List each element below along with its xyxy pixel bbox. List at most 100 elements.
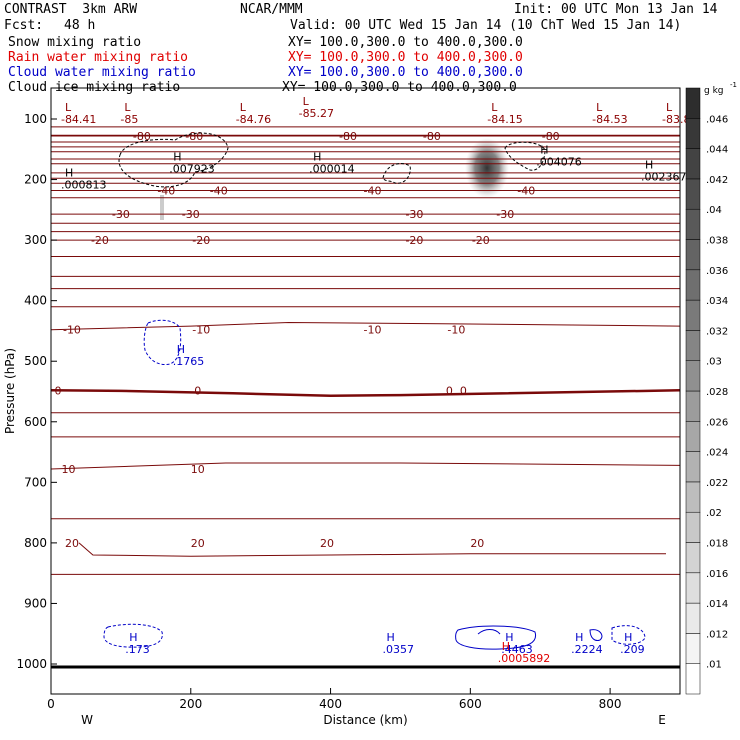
- plot-title: CONTRAST 3km ARW: [4, 2, 138, 17]
- colorbar-label: .034: [706, 296, 728, 307]
- colorbar-label: .014: [706, 599, 728, 610]
- isotherm-label: -10: [364, 324, 382, 337]
- x-tick-label: 400: [319, 697, 342, 711]
- extremum-marker: H: [173, 151, 181, 164]
- valid-time: Valid: 00 UTC Wed 15 Jan 14 (10 ChT Wed …: [290, 18, 682, 33]
- isotherm-label: -80: [133, 130, 151, 143]
- colorbar-label: .01: [706, 660, 722, 671]
- y-tick-label: 700: [24, 475, 47, 489]
- snow-contour-2: [382, 163, 411, 184]
- extremum-value: .0005892: [498, 652, 551, 665]
- extremum-value: -85.27: [299, 107, 334, 120]
- extremum-marker: L: [240, 101, 247, 114]
- snow-contour-3: [504, 141, 546, 171]
- colorbar-segment: [685, 572, 701, 604]
- temperature-contours: -80 -80 -80 -80 -80-40 -40 -40 -40-30 -30 -30 -30-…: [51, 126, 680, 669]
- isotherm-label: -10: [192, 324, 210, 337]
- isotherm-label: -40: [517, 184, 535, 197]
- forecast-label: Fcst:: [4, 18, 44, 33]
- center-name: NCAR/MMM: [240, 2, 303, 17]
- extremum-value: .173: [125, 643, 150, 656]
- isotherm-label: 20: [320, 537, 334, 550]
- extremum-marker: H: [502, 640, 510, 653]
- isotherm-label: 0: [194, 384, 201, 397]
- extremum-marker: H: [313, 151, 321, 164]
- x-end-right: E: [658, 713, 666, 727]
- legend-cloud-water-xy: XY= 100.0,300.0 to 400.0,300.0: [288, 65, 523, 80]
- isotherm-label: 10: [191, 463, 205, 476]
- colorbar-segment: [685, 360, 701, 392]
- isotherm--10: [51, 321, 680, 331]
- plot-border: [50, 87, 681, 695]
- extremum-marker: H: [624, 631, 632, 644]
- legend-rain: Rain water mixing ratio: [8, 50, 189, 65]
- y-tick-label: 500: [24, 354, 47, 368]
- colorbar-segment: [685, 148, 701, 180]
- isotherm-label: -30: [405, 208, 423, 221]
- isotherm-label: -40: [210, 184, 228, 197]
- colorbar-segment: [685, 633, 701, 664]
- colorbar-segment: [685, 421, 701, 452]
- isotherm-label: -20: [192, 234, 210, 247]
- colorbar-label: .016: [706, 569, 728, 580]
- extremum-marker: H: [65, 166, 73, 179]
- isotherm-label: -10: [63, 324, 81, 337]
- colorbar-unit: g kg: [704, 86, 724, 96]
- cloud-water-contour-2: [103, 623, 163, 648]
- extremum-marker: L: [596, 101, 603, 114]
- colorbar-segment: [685, 178, 701, 210]
- y-tick-label: 200: [24, 173, 47, 187]
- y-tick-label: 400: [24, 294, 47, 308]
- isotherm-label: 0: [446, 384, 453, 397]
- isotherm-label: -80: [185, 130, 203, 143]
- isotherm-label: -80: [423, 130, 441, 143]
- snow-contour-1: [118, 132, 229, 188]
- y-axis-label: Pressure (hPa): [3, 348, 17, 434]
- extremum-value: .000014: [309, 163, 355, 176]
- extrema-labels: L-84.41L-85L-84.76L-85.27 L-84.15L-84.53L…: [61, 95, 698, 665]
- colorbar-label: .036: [706, 266, 728, 277]
- colorbar-label: .026: [706, 417, 728, 428]
- legend-rain-xy: XY= 100.0,300.0 to 400.0,300.0: [288, 50, 523, 65]
- cloud-water-contour-1: [143, 319, 182, 365]
- colorbar-label: .044: [706, 145, 728, 156]
- colorbar-label: .032: [706, 326, 728, 337]
- extremum-marker: L: [666, 101, 673, 114]
- isotherm-label: -30: [496, 208, 514, 221]
- x-axis-label: Distance (km): [323, 713, 407, 727]
- extremum-value: .4463: [501, 643, 533, 656]
- colorbar-label: .046: [706, 114, 728, 125]
- colorbar: .01 .012 .014 .016 .018 .02 .022 .024 .026 .028 .0…: [685, 81, 737, 695]
- extremum-value: .2224: [571, 643, 603, 656]
- extremum-marker: L: [303, 95, 310, 108]
- colorbar-label: .012: [706, 629, 728, 640]
- extremum-value: .002367: [641, 171, 687, 184]
- colorbar-label: .04: [706, 205, 722, 216]
- colorbar-segment: [685, 269, 701, 301]
- isotherm-label: 20: [65, 537, 79, 550]
- isotherm-label: -40: [157, 184, 175, 197]
- x-tick-label: 800: [599, 697, 622, 711]
- isotherm-label: -40: [364, 184, 382, 197]
- colorbar-label: .024: [706, 448, 728, 459]
- x-tick-label: 0: [47, 697, 55, 711]
- extremum-marker: H: [540, 143, 548, 156]
- extremum-value: -84.53: [592, 113, 627, 126]
- colorbar-unit-exponent: -1: [730, 81, 737, 89]
- colorbar-segment: [685, 481, 701, 513]
- isotherm-20: [78, 542, 666, 557]
- snow-shading: [160, 138, 509, 220]
- y-tick-label: 300: [24, 233, 47, 247]
- cloud-water-contour-3: [455, 625, 537, 650]
- isotherm-label: -30: [112, 208, 130, 221]
- extremum-value: .007923: [169, 163, 215, 176]
- extremum-marker: L: [124, 101, 131, 114]
- colorbar-segment: [685, 330, 701, 361]
- hydrometeor-contours: [103, 132, 646, 650]
- isotherm-label: 0: [460, 384, 467, 397]
- isotherm-0: [51, 389, 680, 397]
- isotherm-label: -80: [542, 130, 560, 143]
- colorbar-label: .038: [706, 236, 728, 247]
- legend-cloud-water: Cloud water mixing ratio: [8, 65, 196, 80]
